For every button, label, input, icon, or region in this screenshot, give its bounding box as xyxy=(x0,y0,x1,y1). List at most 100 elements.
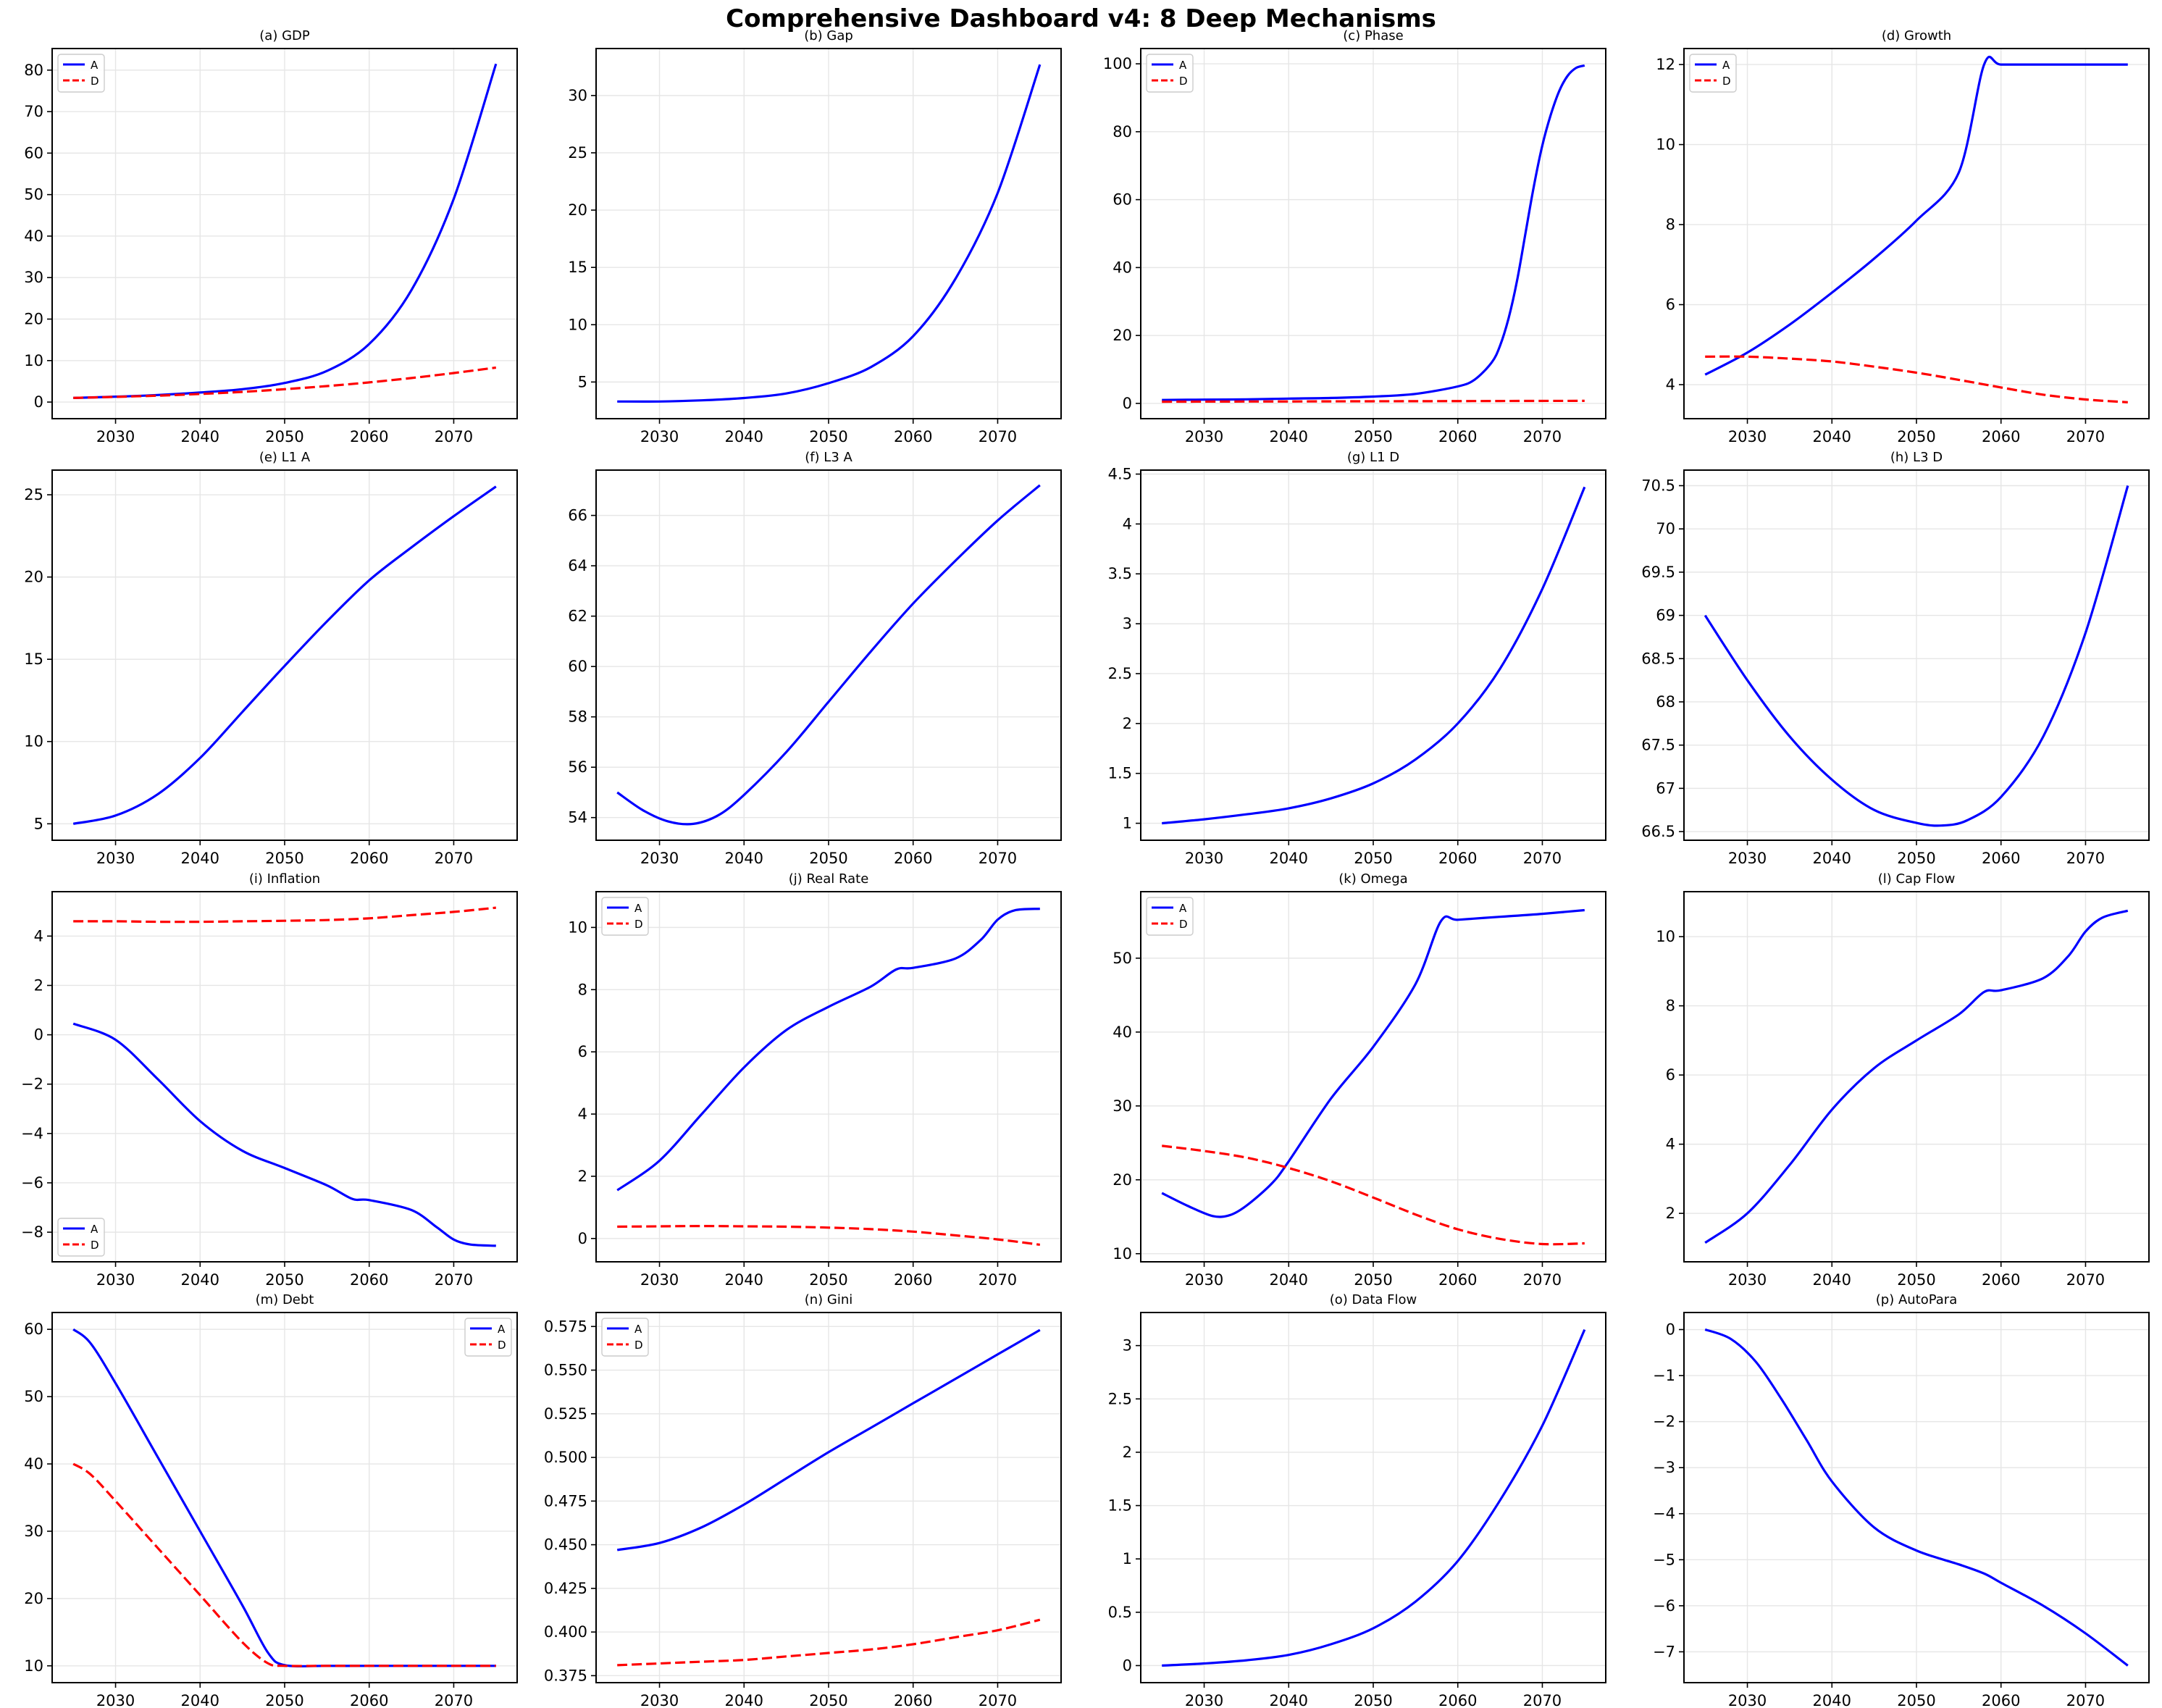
y-tick-label: 2 xyxy=(1123,715,1132,732)
subplot-1: 2030 2040 2050 2060 2070 5 10 15 20 25 30 (b) Gap xyxy=(568,28,1062,445)
x-tick-label: 2030 xyxy=(640,1271,679,1289)
x-tick-label: 2040 xyxy=(1813,1692,1851,1708)
y-tick-label: 20 xyxy=(24,569,43,586)
x-tick-label: 2040 xyxy=(181,428,219,445)
y-tick-label: 0.375 xyxy=(544,1667,587,1684)
y-tick-label: 69.5 xyxy=(1641,564,1675,581)
y-tick-label: 12 xyxy=(1656,56,1675,73)
y-tick-label: 4 xyxy=(1666,376,1675,393)
y-tick-label: 69 xyxy=(1656,607,1675,624)
subplot-15: 2030 2040 2050 2060 2070 −7 −6 −5 −4 −3 −2 −1 0 (p) A… xyxy=(1653,1292,2150,1708)
legend-label-A: A xyxy=(1722,59,1730,72)
y-tick-label: 0 xyxy=(578,1230,587,1247)
y-tick-label: 8 xyxy=(1666,216,1675,233)
y-tick-label: 10 xyxy=(24,733,43,750)
series-line-D xyxy=(1162,1144,1585,1246)
subplot-14: 2030 2040 2050 2060 2070 0 0.5 1 1.5 2 2.5 3 (o) Dat… xyxy=(1108,1292,1606,1708)
y-tick-label: 6 xyxy=(1666,1066,1675,1084)
series-line-A xyxy=(72,1328,496,1667)
x-tick-label: 2060 xyxy=(350,1271,388,1289)
y-tick-label: 0.450 xyxy=(544,1536,587,1554)
legend-label-A: A xyxy=(91,1223,99,1236)
x-tick-label: 2040 xyxy=(181,1271,219,1289)
y-tick-label: 0 xyxy=(1123,395,1132,412)
x-tick-label: 2050 xyxy=(1354,1692,1392,1708)
x-tick-label: 2060 xyxy=(1982,850,2020,867)
y-tick-label: 80 xyxy=(1113,123,1132,141)
y-tick-label: 0.525 xyxy=(544,1405,587,1423)
legend-label-A: A xyxy=(634,902,642,915)
y-tick-label: 66 xyxy=(568,507,587,524)
subplot-6: 2030 2040 2050 2060 2070 1 1.5 2 2.5 3 3.5 4 4.5 (g) … xyxy=(1108,450,1606,867)
x-tick-label: 2050 xyxy=(809,1271,847,1289)
y-tick-label: 60 xyxy=(1113,191,1132,209)
y-tick-label: 30 xyxy=(24,269,43,286)
series-line-A xyxy=(1704,1328,2129,1667)
subplot-title: (h) L3 D xyxy=(1890,450,1943,465)
x-tick-label: 2060 xyxy=(1982,1692,2020,1708)
x-tick-label: 2060 xyxy=(1982,428,2020,445)
y-tick-label: 1.5 xyxy=(1108,1497,1132,1515)
y-tick-label: −2 xyxy=(1653,1413,1675,1431)
y-tick-label: −6 xyxy=(21,1174,43,1192)
y-tick-label: 50 xyxy=(24,186,43,204)
y-tick-label: 20 xyxy=(24,311,43,328)
x-tick-label: 2050 xyxy=(1897,1271,1935,1289)
subplot-title: (g) L1 D xyxy=(1347,450,1399,465)
y-tick-label: −6 xyxy=(1653,1597,1675,1615)
x-tick-label: 2070 xyxy=(2066,428,2105,445)
y-tick-label: 64 xyxy=(568,557,587,574)
legend-label-D: D xyxy=(1722,75,1731,88)
x-tick-label: 2050 xyxy=(1897,428,1935,445)
y-tick-label: 10 xyxy=(1656,928,1675,945)
x-tick-label: 2050 xyxy=(809,428,847,445)
y-tick-label: 0.400 xyxy=(544,1623,587,1641)
legend: AD xyxy=(601,1318,649,1357)
x-tick-label: 2060 xyxy=(894,1271,932,1289)
x-tick-label: 2060 xyxy=(1438,1271,1477,1289)
x-tick-label: 2030 xyxy=(1185,1692,1223,1708)
subplot-title: (o) Data Flow xyxy=(1330,1292,1417,1307)
y-tick-label: 6 xyxy=(1666,296,1675,314)
x-tick-label: 2030 xyxy=(1185,428,1223,445)
series-line-D xyxy=(73,366,497,399)
x-tick-label: 2050 xyxy=(265,428,303,445)
series-line-D xyxy=(1705,355,2128,403)
subplot-title: (d) Growth xyxy=(1882,28,1951,43)
y-tick-label: 2 xyxy=(1123,1444,1132,1461)
series-line-A xyxy=(1704,909,2129,1244)
x-tick-label: 2040 xyxy=(725,1271,763,1289)
y-tick-label: 66.5 xyxy=(1641,823,1675,840)
series-line-D xyxy=(73,906,496,924)
x-tick-label: 2030 xyxy=(1728,1271,1767,1289)
y-tick-label: 0.5 xyxy=(1108,1604,1132,1621)
y-tick-label: 2.5 xyxy=(1108,665,1132,682)
y-tick-label: 0 xyxy=(34,393,43,411)
dashboard-title: Comprehensive Dashboard v4: 8 Deep Mecha… xyxy=(726,4,1436,33)
y-tick-label: 10 xyxy=(1656,136,1675,154)
x-tick-label: 2040 xyxy=(1813,1271,1851,1289)
subplot-title: (e) L1 A xyxy=(259,450,311,465)
y-tick-label: 40 xyxy=(1113,259,1132,276)
legend-label-D: D xyxy=(91,1239,99,1252)
x-tick-label: 2070 xyxy=(979,1271,1017,1289)
x-tick-label: 2070 xyxy=(979,1692,1017,1708)
x-tick-label: 2070 xyxy=(1523,850,1562,867)
x-tick-label: 2030 xyxy=(640,850,679,867)
series-line-A xyxy=(616,1328,1041,1552)
series-line-A xyxy=(72,1022,496,1247)
legend-label-A: A xyxy=(634,1323,642,1336)
y-tick-label: 40 xyxy=(24,227,43,245)
y-tick-label: −2 xyxy=(21,1076,43,1093)
y-tick-label: 10 xyxy=(568,918,587,936)
y-tick-label: 60 xyxy=(568,658,587,675)
subplot-title: (n) Gini xyxy=(805,1292,853,1307)
y-tick-label: 2 xyxy=(1666,1205,1675,1222)
y-tick-label: 68 xyxy=(1656,693,1675,711)
y-tick-label: −7 xyxy=(1653,1643,1675,1660)
y-tick-label: 4 xyxy=(1666,1136,1675,1153)
x-tick-label: 2060 xyxy=(1982,1271,2020,1289)
